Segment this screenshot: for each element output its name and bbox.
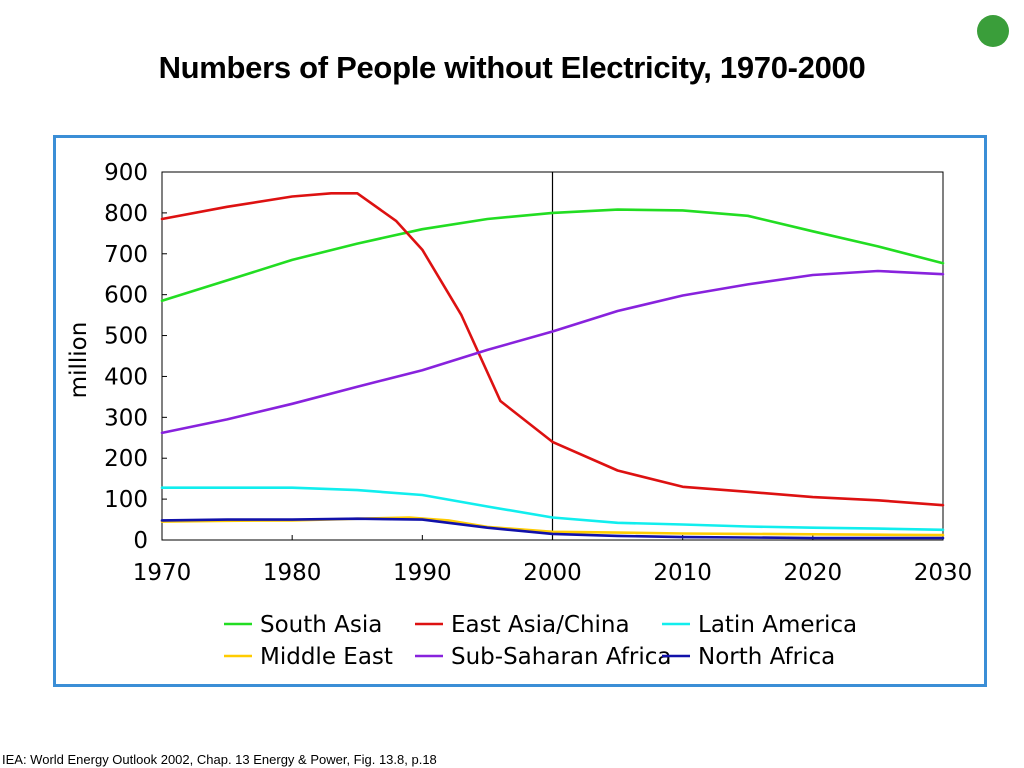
y-tick-label: 100 [104,487,148,513]
series-line-north-africa [160,517,945,540]
y-tick-label: 800 [104,201,148,227]
y-tick-label: 600 [104,283,148,309]
x-tick-label: 2010 [653,560,712,586]
line-chart: 0 100 200 300 400 500 600 700 800 900 1970 1980 1990… [66,160,973,670]
x-tick-label: 2020 [784,560,843,586]
x-tick-label: 2030 [914,560,973,586]
y-tick-label: 500 [104,324,148,350]
legend-label-latin-america: Latin America [698,612,857,638]
series-line-east-asia-china [160,191,945,507]
legend-label-middle-east: Middle East [260,644,393,670]
series-line-sub-saharan-africa [160,269,945,435]
y-tick-label: 200 [104,446,148,472]
series-line-south-asia [160,208,945,303]
y-tick-label: 900 [104,160,148,186]
x-tick-label: 1970 [133,560,192,586]
chart-frame: 0 100 200 300 400 500 600 700 800 900 1970 1980 1990… [53,135,987,687]
x-tick-label: 2000 [523,560,582,586]
page-title: Numbers of People without Electricity, 1… [158,50,866,85]
y-tick-label: 400 [104,364,148,390]
x-tick-label: 1990 [393,560,452,586]
legend-label-north-africa: North Africa [698,644,835,670]
series-line-latin-america [160,486,945,532]
source-caption: IEA: World Energy Outlook 2002, Chap. 13… [2,752,437,767]
y-tick-label: 700 [104,242,148,268]
legend-label-south-asia: South Asia [260,612,382,638]
y-tick-label: 300 [104,405,148,431]
x-tick-label: 1980 [263,560,322,586]
legend-label-east-asia-china: East Asia/China [451,612,630,638]
status-dot [977,15,1009,47]
legend-label-sub-saharan-africa: Sub-Saharan Africa [451,644,671,670]
y-tick-label: 0 [133,528,148,554]
y-axis-label: million [66,322,92,399]
